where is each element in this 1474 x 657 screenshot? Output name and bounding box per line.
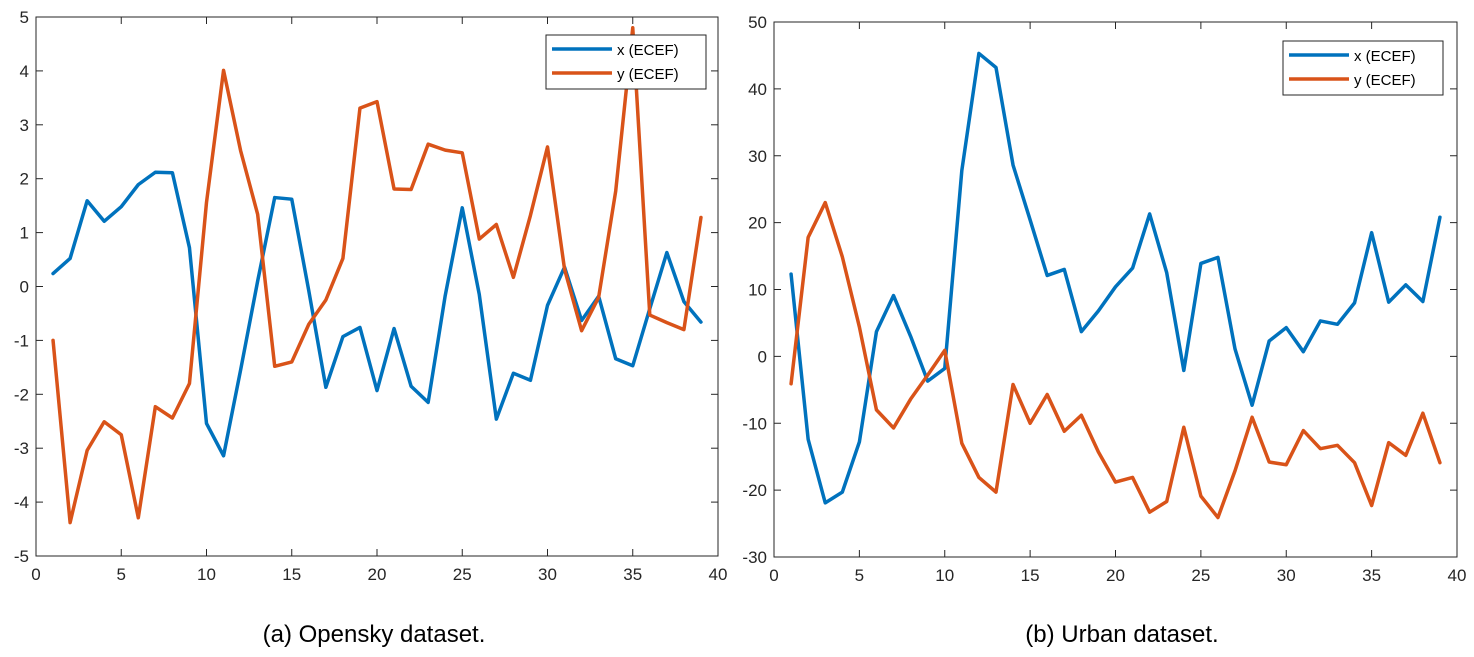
y-tick-label: 30 xyxy=(748,147,767,166)
y-tick-label: -1 xyxy=(14,331,29,350)
y-tick-label: 1 xyxy=(20,224,29,243)
y-tick-label: 0 xyxy=(20,278,29,297)
panel-caption: (a) Opensky dataset. xyxy=(263,621,486,648)
y-tick-label: -4 xyxy=(14,493,29,512)
y-tick-label: -5 xyxy=(14,547,29,566)
panel-caption: (b) Urban dataset. xyxy=(1025,621,1218,648)
legend-label: y (ECEF) xyxy=(1354,72,1416,89)
plot-area xyxy=(35,16,719,557)
x-tick-label: 40 xyxy=(1448,566,1467,585)
x-tick-label: 35 xyxy=(623,565,642,584)
legend: x (ECEF) y (ECEF) xyxy=(545,34,707,90)
y-tick-label: 5 xyxy=(20,8,29,27)
x-tick-label: 0 xyxy=(769,566,778,585)
legend-label: x (ECEF) xyxy=(617,42,679,59)
y-tick-label: -2 xyxy=(14,385,29,404)
x-tick-label: 15 xyxy=(1021,566,1040,585)
x-tick-label: 35 xyxy=(1362,566,1381,585)
y-tick-label: 50 xyxy=(748,13,767,32)
y-tick-label: 10 xyxy=(748,281,767,300)
y-tick-label: 20 xyxy=(748,214,767,233)
x-tick-label: 20 xyxy=(368,565,387,584)
y-tick-label: 40 xyxy=(748,80,767,99)
opensky-chart-panel: 0 5 10 15 20 25 30 35 40 -5 -4 -3 -2 -1 0 1 2 3 4 5 x (ECEF)… xyxy=(14,8,728,648)
series-line-x-ecef xyxy=(789,51,1442,505)
x-tick-label: 10 xyxy=(935,566,954,585)
y-tick-label: 0 xyxy=(758,347,767,366)
x-tick-label: 40 xyxy=(709,565,728,584)
y-tick-label: -3 xyxy=(14,439,29,458)
legend-box xyxy=(1282,40,1444,96)
y-tick-label: 4 xyxy=(20,62,29,81)
y-tick-label: -30 xyxy=(742,548,767,567)
series-line-x-ecef xyxy=(51,170,703,458)
x-tick-label: 15 xyxy=(282,565,301,584)
x-tick-label: 25 xyxy=(453,565,472,584)
y-tick-label: 3 xyxy=(20,116,29,135)
x-tick-label: 5 xyxy=(117,565,126,584)
legend: x (ECEF) y (ECEF) xyxy=(1282,40,1444,96)
y-tick-label: -20 xyxy=(742,481,767,500)
urban-chart-panel: 0 5 10 15 20 25 30 35 40 -30 -20 -10 0 10 20 30 40 50 x (E… xyxy=(742,13,1466,648)
x-tick-label: 5 xyxy=(855,566,864,585)
y-tick-label: 2 xyxy=(20,170,29,189)
x-tick-label: 30 xyxy=(538,565,557,584)
legend-box xyxy=(545,34,707,90)
x-tick-label: 25 xyxy=(1191,566,1210,585)
x-tick-label: 30 xyxy=(1277,566,1296,585)
x-tick-label: 10 xyxy=(197,565,216,584)
legend-label: x (ECEF) xyxy=(1354,48,1416,65)
legend-label: y (ECEF) xyxy=(617,66,679,83)
series-line-y-ecef xyxy=(51,26,703,525)
series-line-y-ecef xyxy=(789,200,1442,520)
x-tick-label: 20 xyxy=(1106,566,1125,585)
y-tick-label: -10 xyxy=(742,414,767,433)
x-tick-label: 0 xyxy=(31,565,40,584)
